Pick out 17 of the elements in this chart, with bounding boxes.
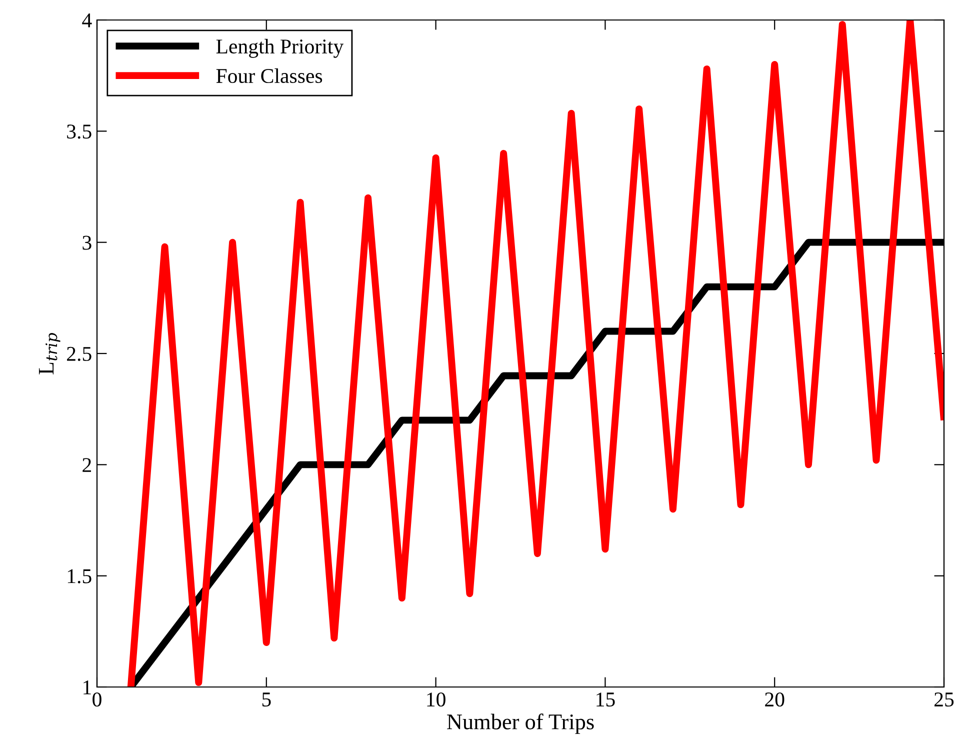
y-tick-label: 1.5 — [68, 569, 92, 584]
y-tick-label: 2 — [82, 458, 91, 472]
x-tick-label: 15 — [596, 692, 615, 707]
x-tick-label: 20 — [765, 692, 784, 707]
legend-label: Four Classes — [216, 68, 322, 84]
y-tick-label: 2.5 — [67, 346, 92, 362]
y-tick-label: 3.5 — [67, 124, 92, 139]
y-tick-label: 4 — [82, 14, 92, 28]
x-tick-label: 25 — [934, 692, 954, 707]
x-axis-title: Number of Trips — [447, 714, 594, 734]
x-tick-label: 5 — [262, 692, 271, 707]
x-tick-label: 10 — [427, 692, 446, 707]
y-axis-title: L$_{trip}$ — [38, 333, 60, 374]
y-tick-label: 1 — [84, 680, 91, 694]
legend-label: Length Priority — [216, 38, 344, 58]
x-tick-label: 0 — [92, 692, 102, 707]
y-tick-label: 3 — [82, 236, 92, 250]
